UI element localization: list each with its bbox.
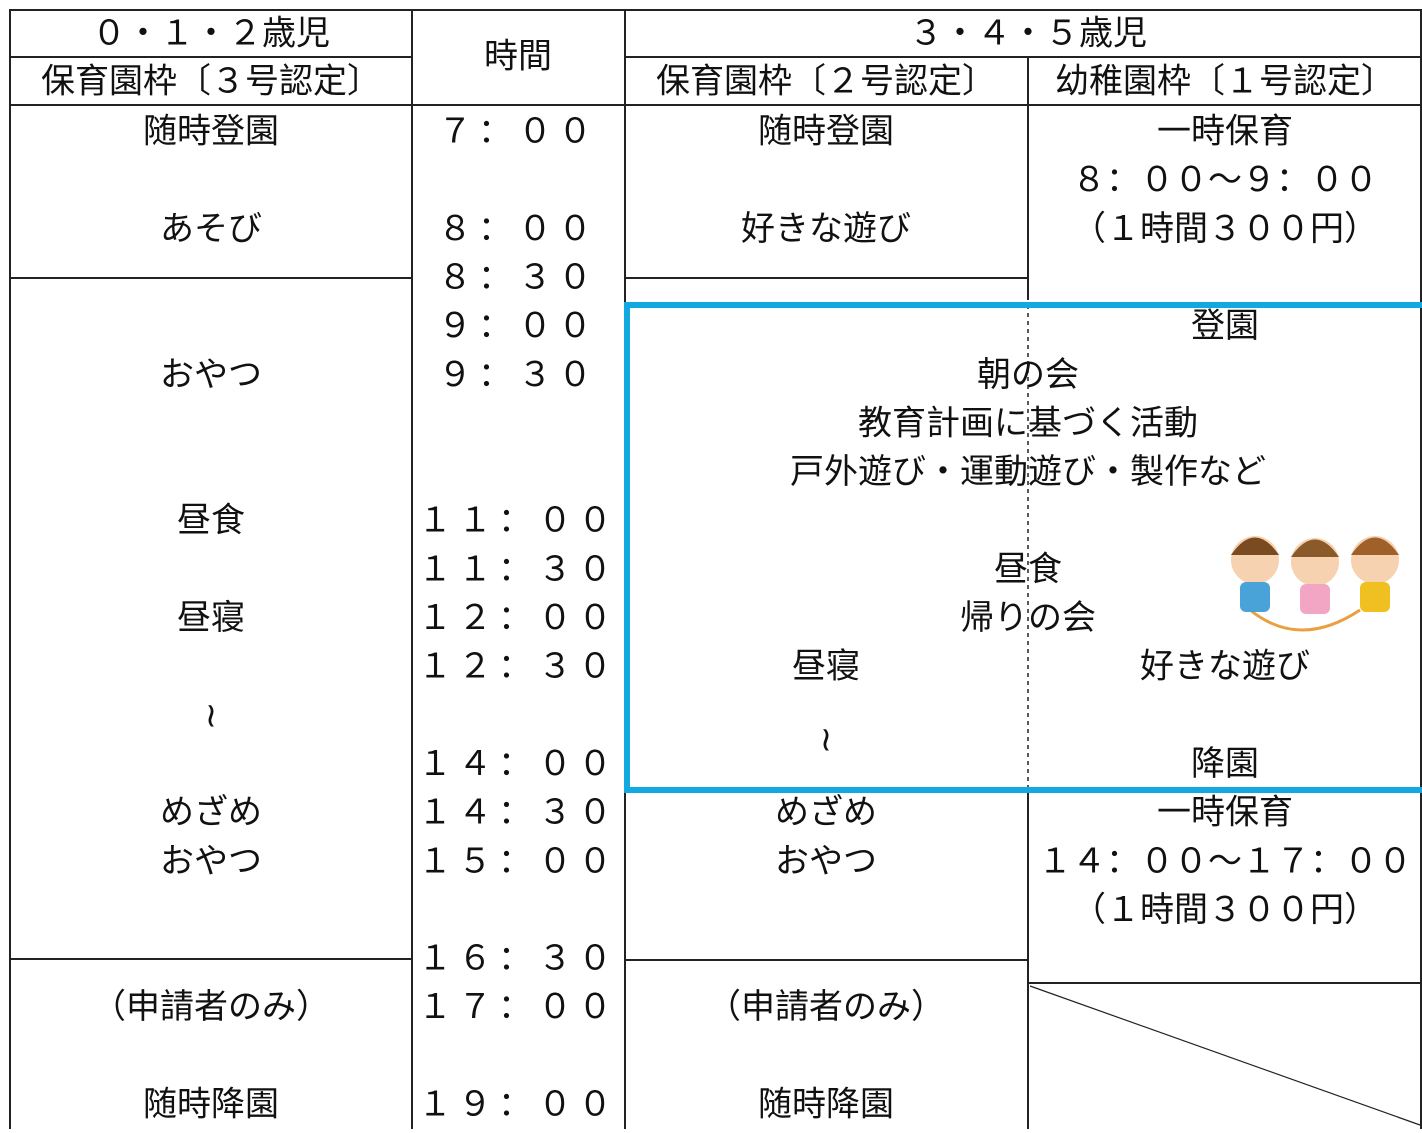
header-cell: 保育園枠〔３号認定〕 (41, 62, 381, 102)
time-label: １９：００ (418, 1085, 618, 1125)
header-cell: 幼稚園枠〔１号認定〕 (1055, 62, 1395, 102)
time-label: ８：３０ (438, 257, 598, 297)
schedule-item: 教育計画に基づく活動 (858, 403, 1198, 443)
time-label: ９：３０ (438, 355, 598, 395)
schedule-item: 随時降園 (758, 1085, 894, 1125)
schedule-item: 一時保育 (1157, 793, 1293, 833)
time-label: １２：００ (418, 598, 618, 638)
schedule-item: ≀ (820, 720, 833, 760)
schedule-item: あそび (160, 209, 262, 249)
schedule-item: （１時間３００円） (1072, 209, 1378, 249)
schedule-item: （申請者のみ） (707, 987, 945, 1027)
time-label: ７：００ (438, 112, 598, 152)
schedule-item: 随時登園 (758, 112, 894, 152)
schedule-item: 昼食 (177, 501, 245, 541)
schedule-item: 昼寝 (792, 647, 860, 687)
schedule-item: おやつ (775, 841, 877, 881)
schedule-item: 好きな遊び (741, 209, 911, 249)
schedule-item: おやつ (160, 841, 262, 881)
schedule-item: 随時降園 (143, 1085, 279, 1125)
kids-illustration (1231, 536, 1399, 632)
schedule-item: ≀ (205, 695, 218, 735)
time-label: １１：００ (418, 501, 618, 541)
header-cell: ３・４・５歳児 (909, 14, 1147, 54)
time-label: ９：００ (438, 306, 598, 346)
schedule-item: 戸外遊び・運動遊び・製作など (790, 452, 1266, 492)
header-cell: 時間 (484, 37, 552, 77)
schedule-item: めざめ (160, 793, 262, 833)
schedule-item: 随時登園 (143, 112, 279, 152)
schedule-item: 帰りの会 (960, 598, 1096, 638)
schedule-item: 昼食 (994, 549, 1062, 589)
schedule-item: 朝の会 (977, 355, 1079, 395)
schedule-item: 一時保育 (1157, 112, 1293, 152)
schedule-item: 登園 (1191, 306, 1259, 346)
time-label: １４：３０ (418, 793, 618, 833)
table-lines (9, 9, 1422, 1133)
header-cell: ０・１・２歳児 (92, 14, 330, 54)
time-label: １７：００ (418, 987, 618, 1027)
schedule-item: おやつ (160, 355, 262, 395)
time-label: ８：００ (438, 209, 598, 249)
header-cell: 保育園枠〔２号認定〕 (656, 62, 996, 102)
schedule-item: 降園 (1191, 744, 1259, 784)
schedule-item: 昼寝 (177, 598, 245, 638)
schedule-item: （申請者のみ） (92, 987, 330, 1027)
schedule-item: めざめ (775, 793, 877, 833)
schedule-item: １４：００～１７：００ (1038, 841, 1412, 881)
time-label: １６：３０ (418, 939, 618, 979)
time-label: １２：３０ (418, 647, 618, 687)
schedule-item: 好きな遊び (1140, 647, 1310, 687)
schedule-item: （１時間３００円） (1072, 890, 1378, 930)
highlight-box (624, 302, 1422, 793)
time-label: １４：００ (418, 744, 618, 784)
time-label: １５：００ (418, 841, 618, 881)
time-label: １１：３０ (418, 549, 618, 589)
schedule-item: ８：００～９：００ (1072, 160, 1378, 200)
